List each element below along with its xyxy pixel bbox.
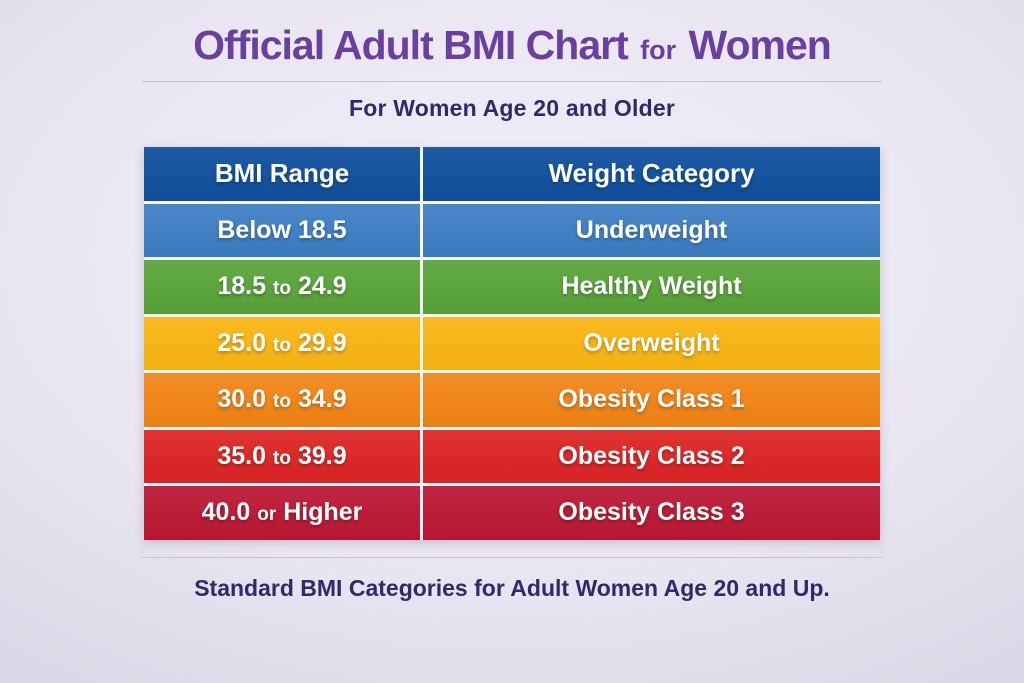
range-text: 40.0 or Higher xyxy=(202,498,363,527)
category-cell: Underweight xyxy=(423,203,880,257)
page-title-main: Official Adult BMI Chart xyxy=(193,22,629,68)
range-main: 30.0 xyxy=(217,385,267,414)
range-connector: to xyxy=(273,447,291,469)
range-connector: or xyxy=(257,504,277,526)
table-row: Below 18.5 Underweight xyxy=(144,203,880,257)
table-header-row: BMI Range Weight Category xyxy=(144,147,880,201)
title-divider xyxy=(142,81,882,82)
category-cell: Obesity Class 1 xyxy=(423,373,880,427)
table-row: 25.0 to 29.9 Overweight xyxy=(144,316,880,370)
range-end: 34.9 xyxy=(297,385,347,414)
range-main: 25.0 xyxy=(217,328,267,357)
header-cell-weight-category: Weight Category xyxy=(423,147,880,201)
range-end: 29.9 xyxy=(297,328,347,357)
range-end: 24.9 xyxy=(297,272,347,301)
header-label-bmi-range: BMI Range xyxy=(214,158,350,189)
range-text: 35.0 to 39.9 xyxy=(217,442,346,471)
range-text: 25.0 to 29.9 xyxy=(217,329,346,358)
category-cell: Healthy Weight xyxy=(423,260,880,314)
range-text: Below 18.5 xyxy=(217,216,346,245)
range-cell: 25.0 to 29.9 xyxy=(144,316,420,370)
range-connector: to xyxy=(273,278,291,300)
table-row: 18.5 to 24.9 Healthy Weight xyxy=(144,260,880,314)
category-label: Overweight xyxy=(583,328,720,357)
page-title-connector: for xyxy=(640,35,677,65)
table-row: 30.0 to 34.9 Obesity Class 1 xyxy=(144,373,880,427)
range-connector: to xyxy=(273,391,291,413)
range-connector: to xyxy=(273,334,291,356)
range-main: Below 18.5 xyxy=(217,215,347,244)
page-title-end: Women xyxy=(688,22,832,68)
category-cell: Obesity Class 3 xyxy=(423,486,880,540)
bmi-table: BMI Range Weight Category Below 18.5 Und… xyxy=(144,147,880,540)
range-cell: 40.0 or Higher xyxy=(144,486,420,540)
range-main: 40.0 xyxy=(201,498,251,527)
range-cell: 18.5 to 24.9 xyxy=(144,260,420,314)
range-text: 18.5 to 24.9 xyxy=(217,272,346,301)
header-cell-bmi-range: BMI Range xyxy=(144,147,420,201)
range-cell: 30.0 to 34.9 xyxy=(144,373,420,427)
category-label: Underweight xyxy=(575,215,728,244)
footer-divider xyxy=(142,556,882,558)
category-label: Obesity Class 1 xyxy=(558,385,745,414)
category-cell: Overweight xyxy=(423,316,880,370)
table-row: 40.0 or Higher Obesity Class 3 xyxy=(144,486,880,540)
range-main: 35.0 xyxy=(217,441,267,470)
category-label: Healthy Weight xyxy=(561,272,742,301)
category-cell: Obesity Class 2 xyxy=(423,429,880,483)
range-end: 39.9 xyxy=(297,441,347,470)
table-row: 35.0 to 39.9 Obesity Class 2 xyxy=(144,429,880,483)
footer-caption: Standard BMI Categories for Adult Women … xyxy=(194,574,830,601)
range-main: 18.5 xyxy=(217,272,267,301)
page-subtitle: For Women Age 20 and Older xyxy=(349,95,675,121)
range-end: Higher xyxy=(283,498,363,527)
header-label-weight-category: Weight Category xyxy=(548,158,755,189)
category-label: Obesity Class 3 xyxy=(558,498,745,527)
category-label: Obesity Class 2 xyxy=(558,441,745,470)
range-text: 30.0 to 34.9 xyxy=(217,385,346,414)
page-title: Official Adult BMI Chart for Women xyxy=(0,0,1024,73)
range-cell: 35.0 to 39.9 xyxy=(144,429,420,483)
range-cell: Below 18.5 xyxy=(144,203,420,257)
